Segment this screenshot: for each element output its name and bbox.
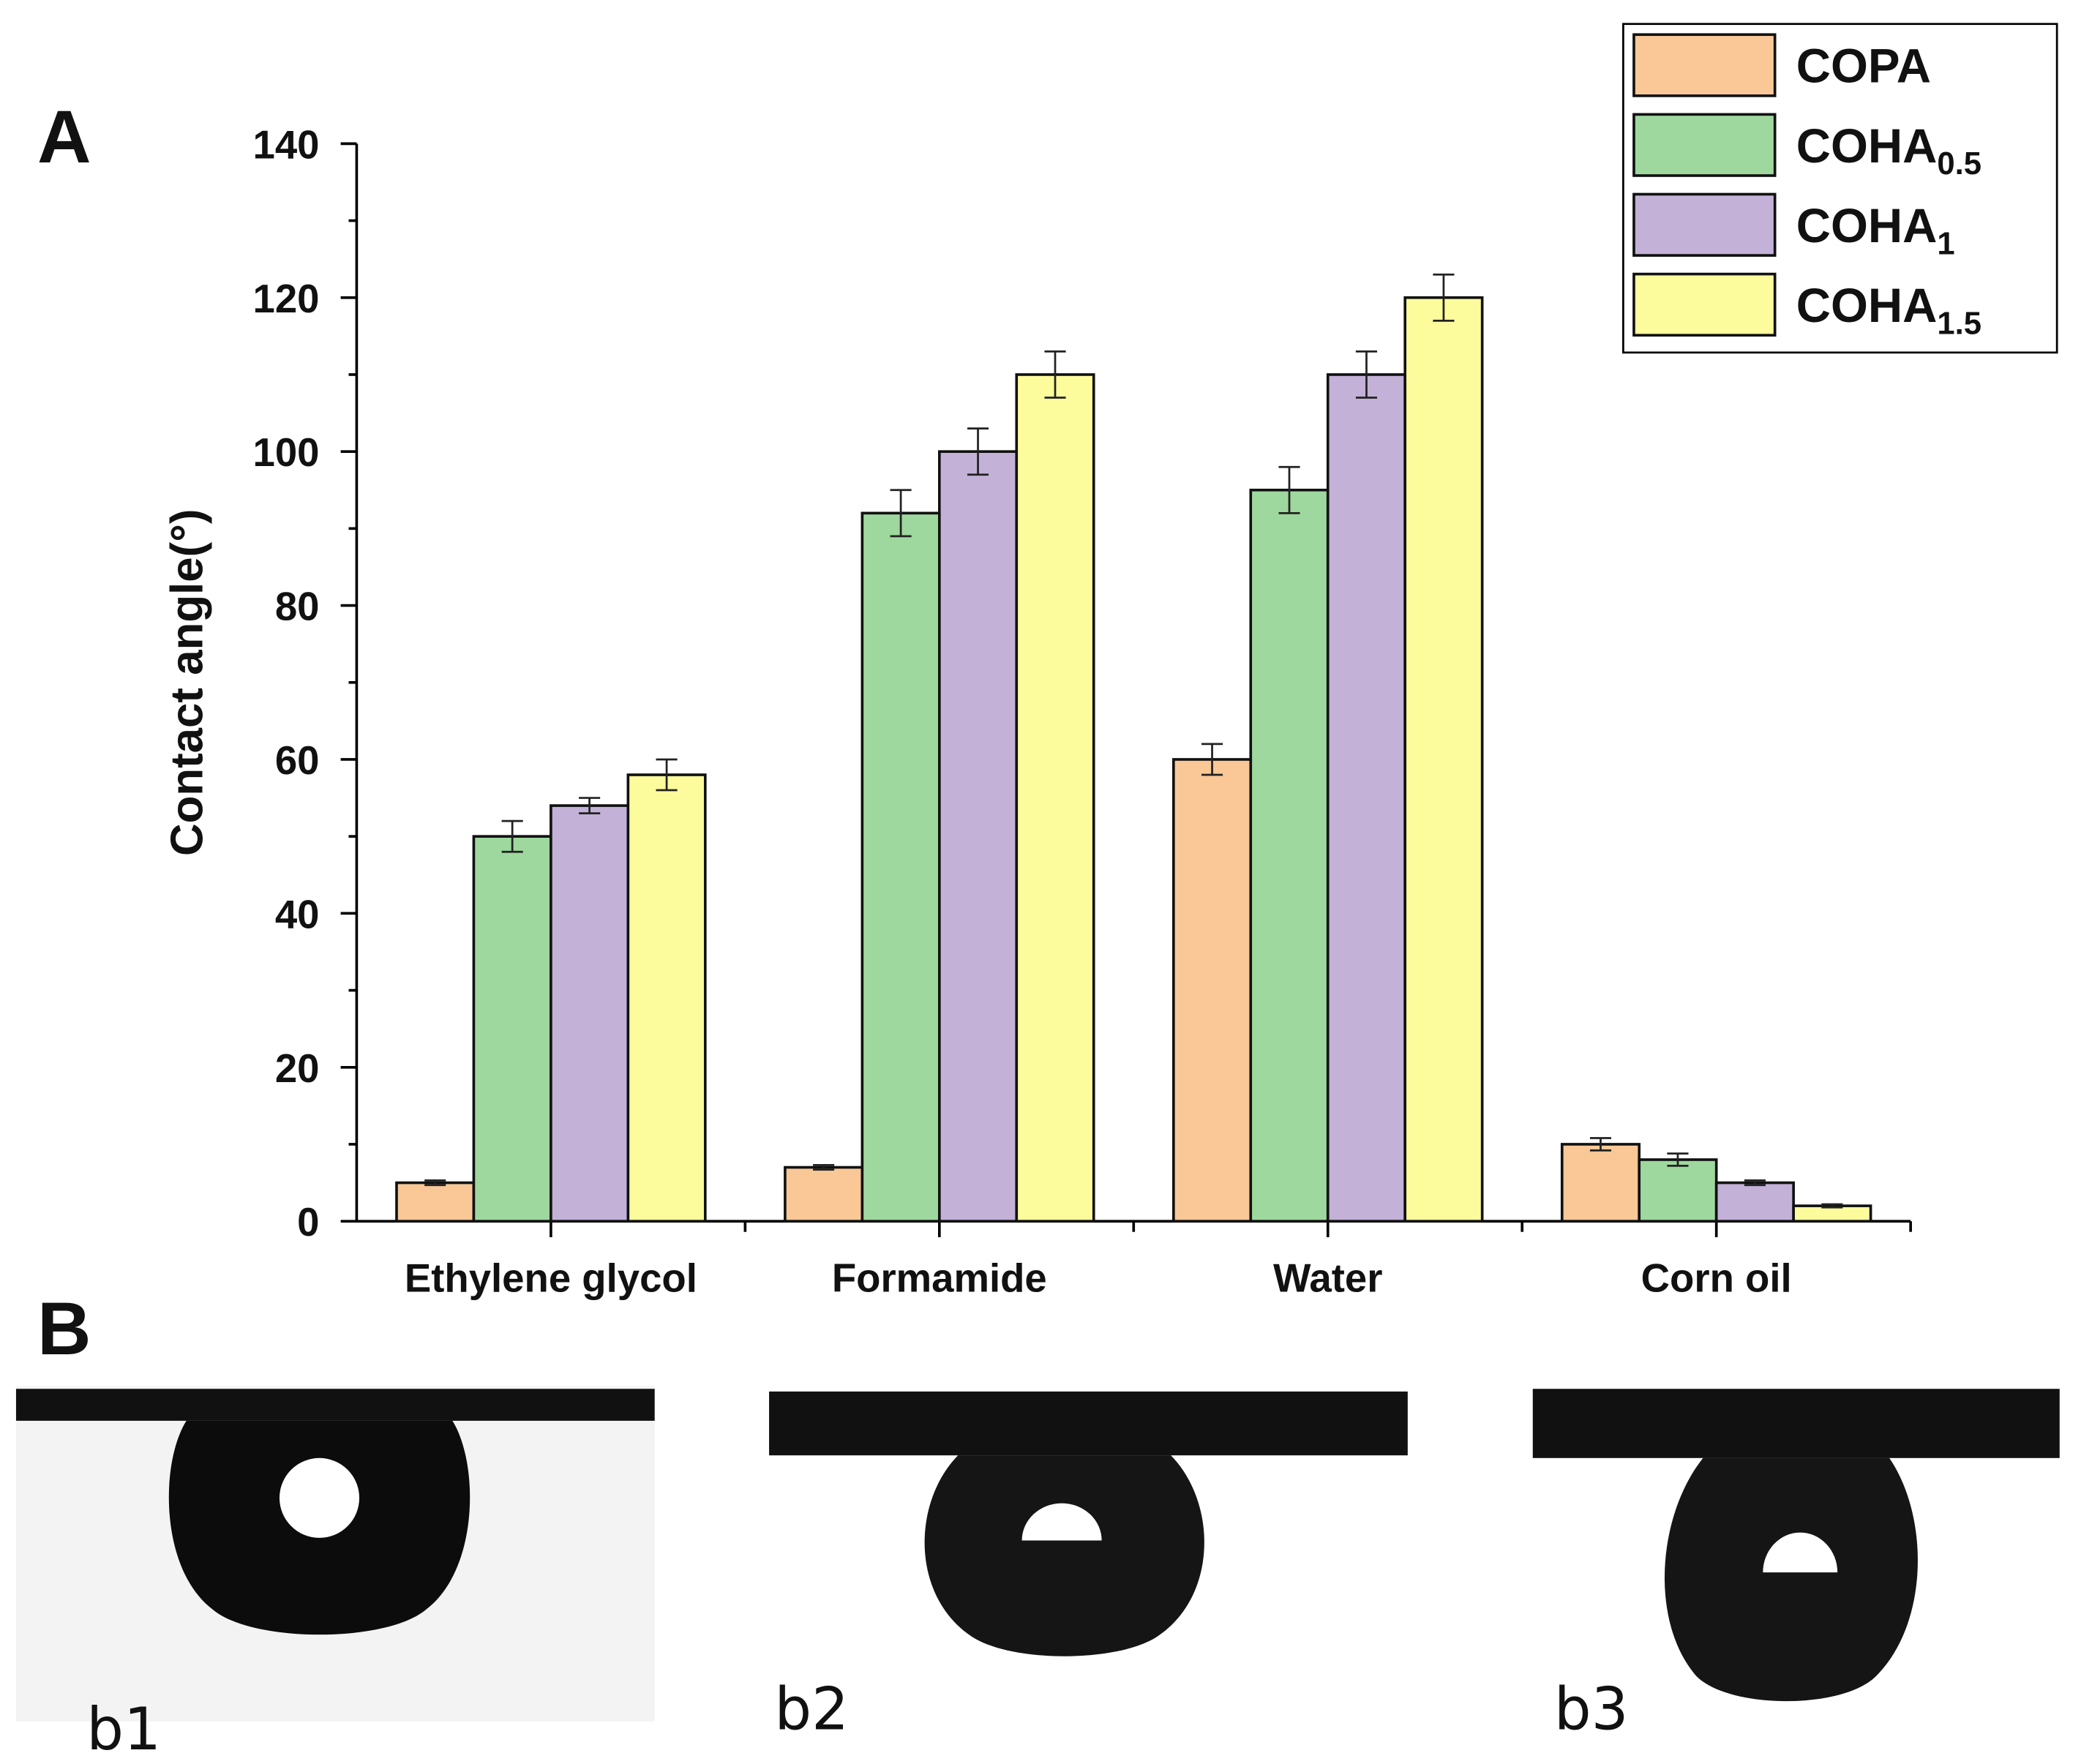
legend-label: COHA0.5 (1796, 119, 1981, 181)
legend-swatch (1632, 113, 1777, 177)
x-tick-label: Ethylene glycol (405, 1256, 697, 1301)
error-bar (656, 758, 678, 792)
x-tick-label: Water (1273, 1256, 1382, 1301)
legend-label-base: COHA (1796, 199, 1938, 252)
error-bar (890, 489, 912, 538)
y-tick-label: 20 (275, 1046, 320, 1091)
droplet (1664, 1457, 1918, 1702)
legend-label: COHA1.5 (1796, 279, 1981, 341)
bar-COHA1-5-ethylene-glycol (626, 773, 707, 1223)
bar-COPA-ethylene-glycol (395, 1181, 476, 1223)
error-bar (967, 427, 989, 476)
error-bar (1744, 1179, 1766, 1187)
error-bar (1355, 350, 1378, 399)
bar-COHA0-5-formamide (860, 511, 941, 1223)
error-bar (813, 1163, 835, 1171)
legend-label: COHA1 (1796, 199, 1955, 261)
panel-label-b: B (37, 1287, 91, 1370)
bar-COPA-water (1172, 758, 1253, 1223)
legend-label: COPA (1796, 40, 1931, 93)
legend-swatch (1632, 192, 1777, 257)
y-tick-label: 60 (275, 738, 320, 783)
y-axis-label: Contact angle(°) (162, 508, 213, 856)
legend-swatch (1632, 33, 1777, 97)
droplet-reflection (1763, 1532, 1838, 1573)
y-tick-label: 80 (275, 585, 320, 629)
legend-label-base: COPA (1796, 40, 1931, 93)
bar-COHA1-ethylene-glycol (550, 804, 630, 1223)
legend-label-base: COHA (1796, 279, 1938, 332)
error-bar (424, 1179, 446, 1187)
droplet-reflection (1021, 1503, 1102, 1541)
error-bar (1201, 743, 1223, 776)
photo-b3: b3 (1532, 1389, 2060, 1744)
error-bar (1821, 1203, 1843, 1209)
bar-COHA1-5-water (1403, 296, 1484, 1223)
droplet (924, 1455, 1204, 1656)
bar-COPA-formamide (784, 1166, 864, 1223)
bar-COHA0-5-water (1249, 488, 1330, 1223)
error-bar (579, 797, 601, 814)
error-bar (501, 819, 523, 853)
photo-b2: b2 (769, 1391, 1408, 1744)
photo-label: b3 (1554, 1675, 1629, 1744)
bar-COHA0-5-corn-oil (1638, 1158, 1718, 1223)
bar-COHA1-formamide (937, 450, 1019, 1223)
bar-COHA1-corn-oil (1714, 1181, 1795, 1223)
error-bar (1667, 1152, 1689, 1167)
y-tick-label: 120 (253, 277, 320, 321)
bar-COHA1-5-formamide (1015, 373, 1095, 1223)
bar-COPA-corn-oil (1560, 1143, 1641, 1223)
photo-b1: b1 (15, 1386, 655, 1763)
substrate (769, 1391, 1408, 1456)
legend-label-base: COHA (1796, 119, 1938, 173)
y-tick-label: 100 (253, 430, 320, 475)
y-tick-label: 40 (275, 892, 320, 937)
legend-label-subscript: 0.5 (1937, 146, 1981, 181)
bar-COHA1-water (1326, 373, 1407, 1223)
substrate (1532, 1389, 2060, 1458)
error-bar (1278, 465, 1300, 514)
error-bar (1044, 350, 1066, 399)
x-tick-label: Corn oil (1641, 1256, 1792, 1301)
y-tick-label: 140 (253, 122, 320, 167)
droplet-reflection (279, 1457, 360, 1538)
legend-label-subscript: 1 (1937, 226, 1954, 261)
panel-label-a: A (37, 95, 91, 179)
legend-swatch (1632, 272, 1777, 337)
error-bar (1589, 1137, 1612, 1152)
photo-label: b1 (86, 1695, 161, 1763)
photo-label: b2 (774, 1675, 849, 1744)
error-bar (1433, 273, 1455, 322)
substrate (15, 1389, 655, 1421)
y-tick-label: 0 (297, 1200, 319, 1245)
bar-COHA0-5-ethylene-glycol (472, 835, 552, 1223)
legend-label-subscript: 1.5 (1937, 306, 1981, 341)
x-tick-label: Formamide (832, 1256, 1047, 1301)
